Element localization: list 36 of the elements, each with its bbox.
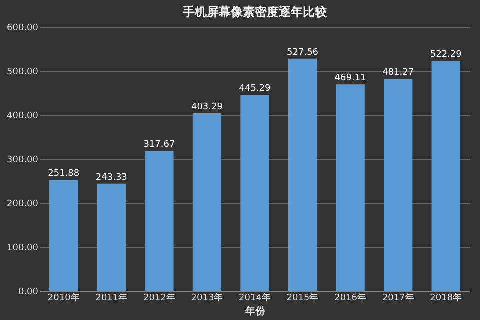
y-tick-label: 0.00 bbox=[18, 288, 39, 298]
x-tick-label: 2013年 bbox=[191, 292, 224, 304]
x-tick-label: 2017年 bbox=[382, 292, 414, 304]
bar bbox=[192, 114, 222, 291]
y-tick-label: 100.00 bbox=[7, 244, 39, 254]
bar bbox=[336, 84, 365, 291]
bar bbox=[288, 58, 318, 291]
data-label: 522.29 bbox=[430, 50, 462, 60]
data-label: 481.27 bbox=[382, 68, 414, 78]
x-tick-label: 2016年 bbox=[334, 292, 367, 304]
bar bbox=[50, 180, 78, 291]
bar bbox=[97, 184, 126, 291]
y-tick-label: 400.00 bbox=[7, 112, 39, 122]
data-label: 251.88 bbox=[48, 169, 80, 180]
data-label: 469.11 bbox=[334, 74, 366, 84]
chart-title: 手机屏幕像素密度逐年比较 bbox=[182, 5, 328, 19]
data-label: 403.29 bbox=[191, 102, 224, 113]
x-tick-label: 2014年 bbox=[239, 292, 271, 304]
y-tick-label: 500.00 bbox=[7, 68, 39, 78]
y-tick-label: 300.00 bbox=[7, 156, 39, 166]
x-tick-label: 2015年 bbox=[286, 292, 319, 304]
x-tick-label: 2018年 bbox=[430, 292, 462, 304]
x-tick-label: 2012年 bbox=[143, 292, 176, 304]
bar bbox=[145, 151, 174, 291]
y-tick-label: 600.00 bbox=[7, 24, 39, 34]
x-tick-label: 2011年 bbox=[96, 292, 128, 304]
bar bbox=[384, 79, 413, 291]
y-tick-label: 200.00 bbox=[7, 200, 39, 210]
bar bbox=[240, 95, 270, 291]
data-label: 317.67 bbox=[144, 140, 176, 150]
data-label: 445.29 bbox=[239, 84, 272, 94]
x-tick-label: 2010年 bbox=[48, 292, 80, 304]
x-axis-title: 年份 bbox=[244, 306, 266, 318]
bar bbox=[432, 61, 460, 291]
data-label: 243.33 bbox=[96, 172, 128, 183]
data-label: 527.56 bbox=[287, 48, 319, 58]
